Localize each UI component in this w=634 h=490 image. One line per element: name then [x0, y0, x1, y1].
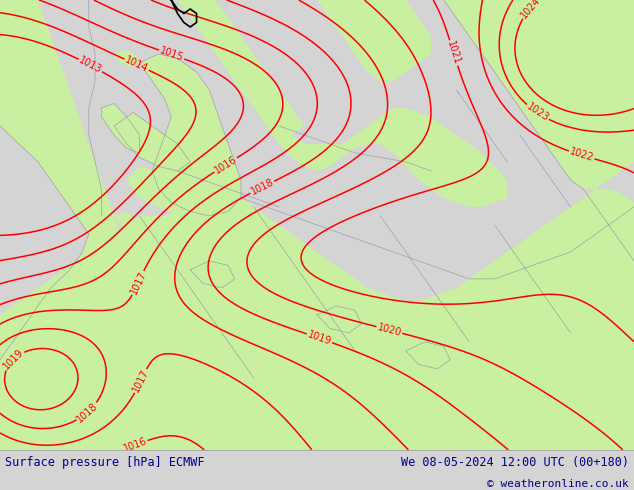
Polygon shape: [266, 108, 507, 207]
Text: We 08-05-2024 12:00 UTC (00+180): We 08-05-2024 12:00 UTC (00+180): [401, 456, 629, 469]
Text: 1017: 1017: [131, 368, 151, 394]
Text: 1016: 1016: [122, 436, 148, 454]
Text: 1013: 1013: [77, 55, 103, 75]
Polygon shape: [0, 0, 139, 450]
Text: Surface pressure [hPa] ECMWF: Surface pressure [hPa] ECMWF: [5, 456, 205, 469]
Text: © weatheronline.co.uk: © weatheronline.co.uk: [487, 479, 629, 489]
Text: 1019: 1019: [1, 347, 25, 372]
Polygon shape: [317, 0, 431, 81]
Polygon shape: [139, 54, 241, 216]
Text: 1020: 1020: [376, 322, 403, 338]
Polygon shape: [114, 211, 152, 256]
Text: 1024: 1024: [519, 0, 542, 21]
Text: 1016: 1016: [212, 154, 238, 176]
Text: 1022: 1022: [568, 147, 595, 164]
Polygon shape: [101, 103, 139, 153]
Polygon shape: [114, 112, 190, 171]
Polygon shape: [444, 0, 634, 189]
Text: 1014: 1014: [124, 55, 150, 74]
Text: 1018: 1018: [75, 400, 100, 424]
Text: 1023: 1023: [524, 102, 550, 124]
Text: 1021: 1021: [445, 40, 462, 66]
Polygon shape: [127, 167, 190, 216]
Polygon shape: [114, 49, 139, 68]
Text: 1017: 1017: [128, 270, 148, 296]
Text: 1018: 1018: [249, 177, 275, 197]
Text: 1015: 1015: [158, 46, 185, 63]
Polygon shape: [178, 0, 304, 135]
Polygon shape: [0, 189, 634, 450]
Text: 1019: 1019: [306, 330, 333, 347]
